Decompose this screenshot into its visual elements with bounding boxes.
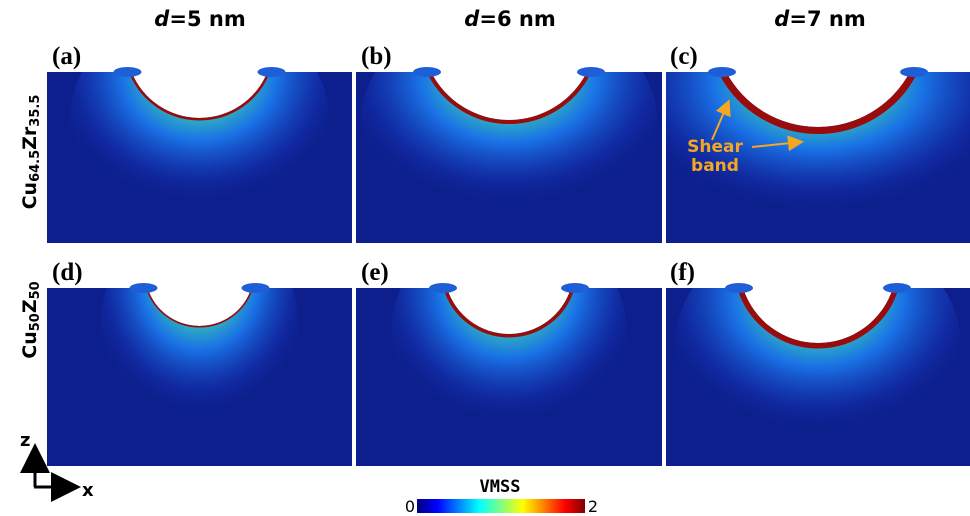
colorbar xyxy=(417,499,585,513)
pile-up xyxy=(900,67,928,77)
annotation-arrow xyxy=(751,135,804,152)
colorbar-tick: 2 xyxy=(588,497,598,516)
pile-up xyxy=(429,283,457,293)
annotation: Shear xyxy=(687,137,743,157)
column-header: d=7 nm xyxy=(774,7,865,31)
colorbar-tick: 0 xyxy=(405,497,415,516)
axis-label: z xyxy=(20,430,30,451)
pile-up xyxy=(113,67,142,77)
panel xyxy=(356,283,662,466)
pile-up xyxy=(129,283,158,293)
value: =7 nm xyxy=(789,7,865,31)
stress-field xyxy=(70,72,329,230)
element: Cu xyxy=(19,182,41,209)
symbol: d xyxy=(774,7,790,31)
panel-images xyxy=(47,67,970,466)
value: =5 nm xyxy=(169,7,245,31)
panel-label: (a) xyxy=(52,43,81,70)
element: Zr xyxy=(19,126,41,150)
panel-label: (e) xyxy=(361,259,389,286)
pile-up xyxy=(708,67,736,77)
subscript: 35.5 xyxy=(28,95,43,127)
panel xyxy=(666,283,970,466)
stress-field xyxy=(360,72,658,232)
panel-label: (c) xyxy=(670,43,698,70)
symbol: d xyxy=(464,7,480,31)
axis-label: x xyxy=(82,480,94,501)
panel xyxy=(47,67,352,243)
subscript: 64.5 xyxy=(28,150,43,182)
pile-up xyxy=(725,283,753,293)
element: Z xyxy=(19,299,41,313)
element: Cu xyxy=(19,331,41,358)
colorbar-label: VMSS xyxy=(480,477,521,497)
pile-up xyxy=(561,283,589,293)
panel-label: (b) xyxy=(361,43,392,70)
panel xyxy=(356,67,662,243)
pile-up xyxy=(883,283,911,293)
pile-up xyxy=(241,283,270,293)
subscript: 50 xyxy=(28,281,43,299)
pile-up xyxy=(257,67,286,77)
value: =6 nm xyxy=(479,7,555,31)
subscript: 50 xyxy=(28,313,43,331)
pile-up xyxy=(413,67,441,77)
annotation-arrow xyxy=(711,99,731,141)
panel xyxy=(47,283,352,466)
row-label: Cu50Z50 xyxy=(19,281,43,358)
column-header: d=6 nm xyxy=(464,7,555,31)
column-header: d=5 nm xyxy=(154,7,245,31)
panel-label: (f) xyxy=(670,259,695,286)
pile-up xyxy=(577,67,605,77)
annotation: band xyxy=(691,156,739,176)
symbol: d xyxy=(154,7,170,31)
row-label: Cu64.5Zr35.5 xyxy=(19,95,43,210)
panel-label: (d) xyxy=(52,259,83,286)
